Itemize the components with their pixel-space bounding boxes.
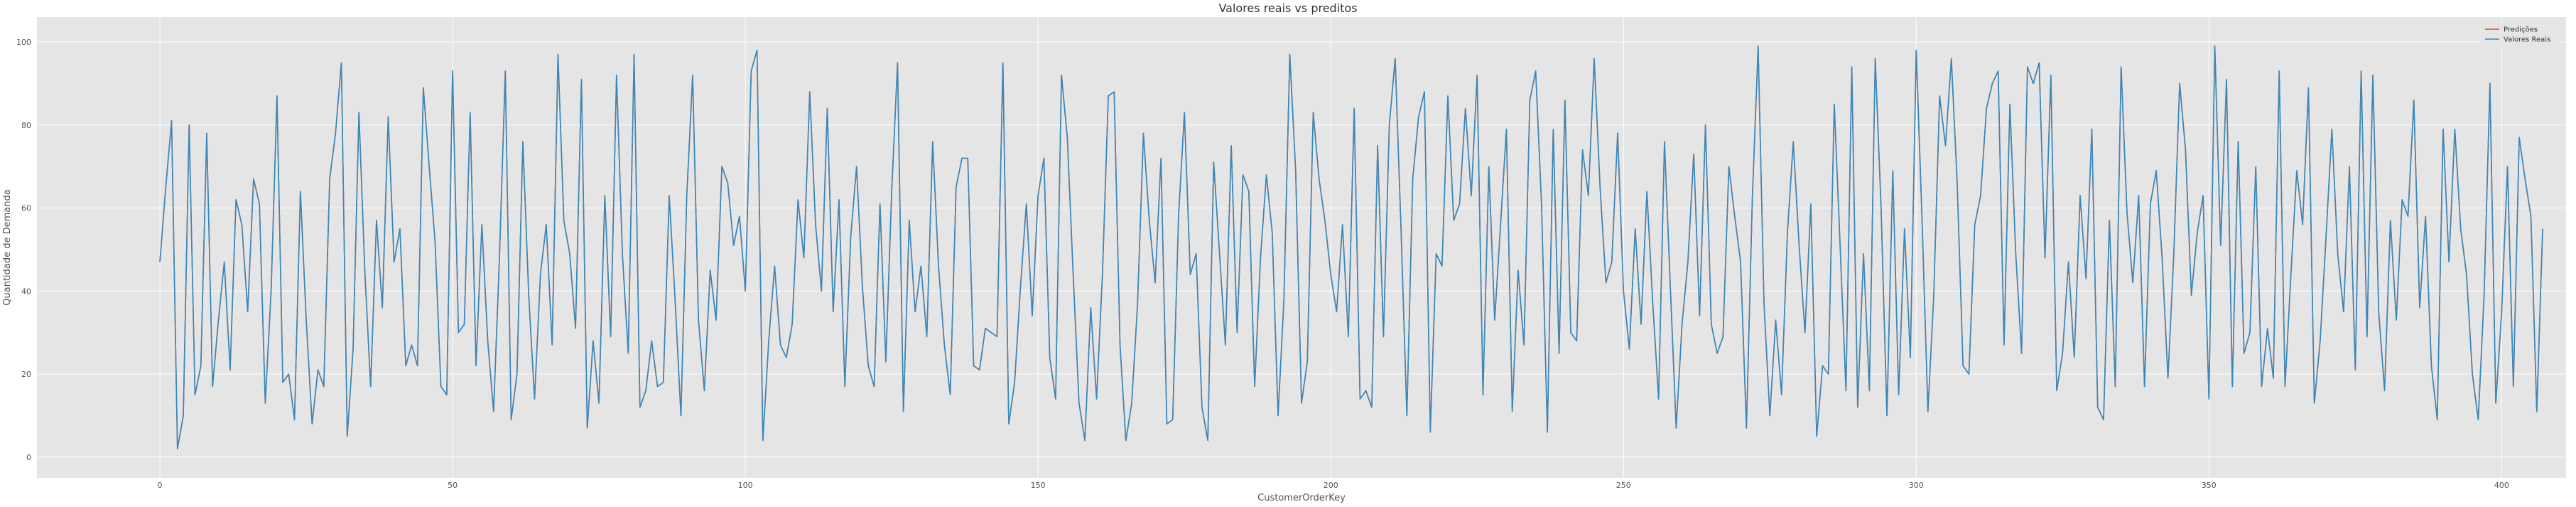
chart-title: Valores reais vs preditos bbox=[1218, 1, 1357, 15]
grid-lines bbox=[37, 17, 2566, 478]
legend-label: Predições bbox=[2504, 26, 2538, 34]
x-tick-label: 150 bbox=[1031, 481, 1046, 490]
legend-box bbox=[2481, 21, 2560, 46]
y-tick-label: 100 bbox=[16, 38, 31, 47]
series-lines bbox=[159, 46, 2543, 449]
x-tick-label: 300 bbox=[1909, 481, 1924, 490]
legend: Predições Valores Reais bbox=[2481, 21, 2560, 46]
y-tick-label: 20 bbox=[21, 370, 31, 379]
x-tick-label: 400 bbox=[2494, 481, 2509, 490]
y-tick-label: 0 bbox=[26, 453, 31, 462]
plot-area bbox=[37, 17, 2566, 478]
y-tick-label: 80 bbox=[21, 121, 31, 130]
x-tick-label: 350 bbox=[2202, 481, 2217, 490]
axis-ticks: 0 50 100 150 200 250 300 350 400 0 20 40 60 80 100 bbox=[16, 38, 2509, 490]
y-axis-label: Quantidade de Demanda bbox=[2, 189, 13, 305]
series-line-valores-reais bbox=[159, 46, 2543, 449]
legend-label: Valores Reais bbox=[2504, 36, 2550, 44]
x-tick-label: 250 bbox=[1616, 481, 1631, 490]
x-tick-label: 200 bbox=[1324, 481, 1338, 490]
x-tick-label: 100 bbox=[738, 481, 753, 490]
y-tick-label: 40 bbox=[21, 287, 31, 296]
x-axis-label: CustomerOrderKey bbox=[1257, 493, 1346, 503]
x-tick-label: 0 bbox=[158, 481, 163, 490]
x-tick-label: 50 bbox=[448, 481, 458, 490]
y-tick-label: 60 bbox=[21, 204, 31, 213]
